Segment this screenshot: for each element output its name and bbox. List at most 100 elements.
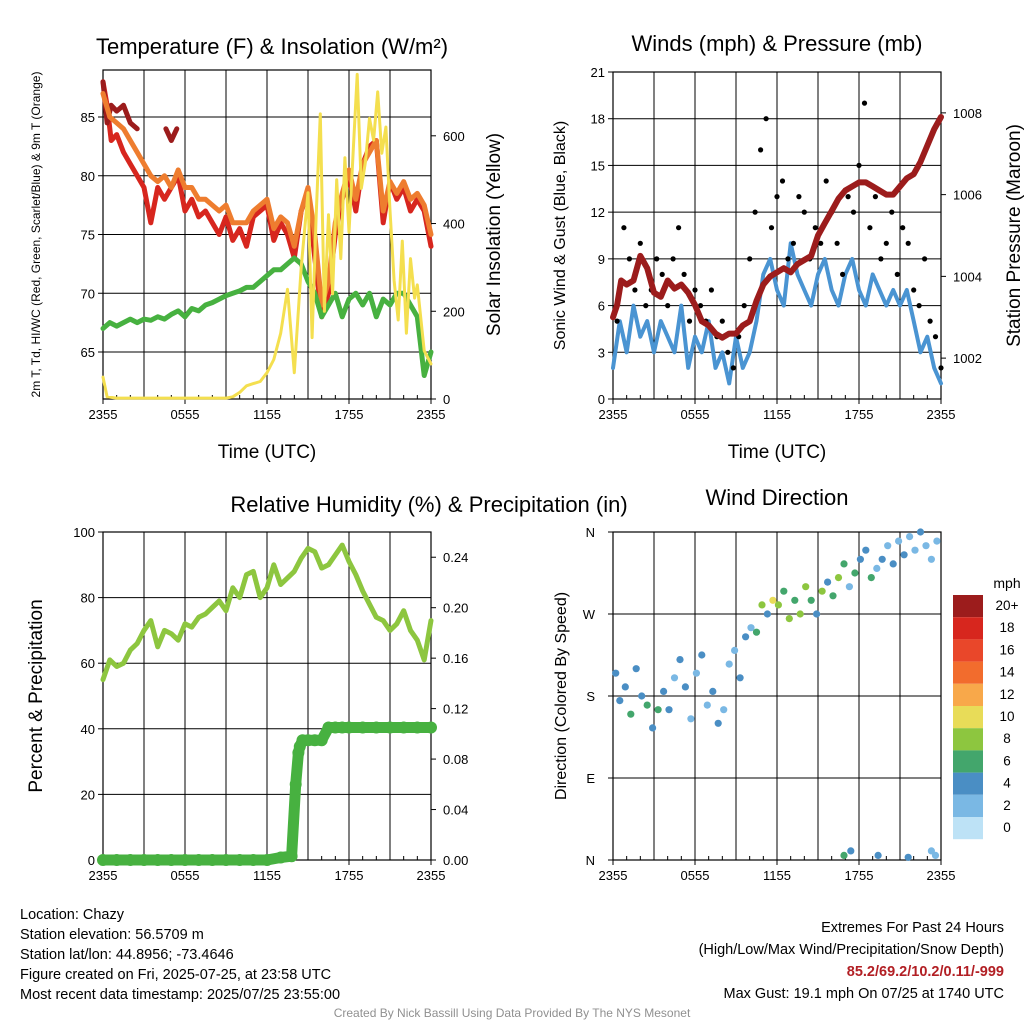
y-tick-label: 40 (81, 722, 95, 737)
legend-swatch (953, 772, 983, 795)
y-tick-label: 100 (73, 525, 95, 540)
y2-tick-label: 0.04 (443, 803, 468, 818)
extremes-subtitle: (High/Low/Max Wind/Precipitation/Snow De… (698, 942, 1004, 958)
direction-point (774, 601, 783, 609)
direction-point (904, 853, 912, 861)
series-line-td (100, 255, 434, 378)
series-precipitation-point (206, 854, 219, 866)
y2-tick-label: 0.00 (443, 853, 468, 868)
legend-label: 20+ (996, 598, 1019, 613)
y-tick-label: 6 (598, 299, 605, 314)
direction-point (714, 719, 722, 727)
series-station-pressure-line (610, 114, 944, 341)
direction-point (769, 596, 777, 604)
direction-point (758, 601, 766, 609)
extremes-info: Extremes For Past 24 Hours (High/Low/Max… (699, 918, 1004, 1006)
y-tick-label: N (586, 853, 595, 868)
series-gust-point (856, 162, 862, 168)
series-gust-point (763, 116, 769, 122)
series-gust-point (900, 225, 906, 231)
y-tick-label: 60 (81, 656, 95, 671)
y-tick-label: 9 (598, 252, 605, 267)
y-tick-label: S (586, 689, 595, 704)
direction-point (621, 683, 629, 691)
legend-label: 2 (1003, 798, 1011, 813)
series-precipitation-point (247, 854, 260, 866)
direction-point (922, 542, 930, 550)
x-tick-label: 1155 (763, 868, 791, 883)
series-precipitation-point (274, 851, 287, 864)
direction-point (747, 624, 755, 632)
y2-tick-label: 0 (443, 392, 450, 407)
y-tick-label: 0 (598, 392, 605, 407)
legend-title: mph (993, 575, 1020, 591)
series-gust-point (758, 147, 764, 153)
direction-point (847, 847, 855, 855)
x-tick-label: 0555 (171, 868, 200, 883)
series-precipitation-point (356, 721, 369, 734)
direction-point (612, 669, 620, 677)
series-gust-point (774, 194, 780, 200)
direction-point (862, 546, 870, 554)
legend-label: 16 (999, 642, 1014, 657)
series-gust-point (768, 225, 775, 231)
y-tick-label: 70 (81, 286, 95, 301)
x-tick-label: 2355 (417, 407, 446, 422)
direction-point (796, 610, 804, 618)
series-gust-point (681, 271, 687, 277)
series-gust-point (812, 225, 818, 231)
y-tick-label: 85 (81, 110, 95, 125)
direction-point (931, 851, 940, 860)
direction-point (736, 674, 744, 682)
direction-point (807, 596, 815, 604)
direction-point (851, 569, 859, 577)
y-tick-label: 75 (81, 228, 95, 243)
series-precipitation-point (151, 854, 164, 866)
direction-point (840, 851, 848, 860)
series-gust-point (867, 225, 873, 231)
direction-point (895, 537, 903, 545)
direction-point (818, 587, 826, 595)
x-tick-label: 1755 (335, 868, 364, 883)
direction-point (916, 528, 925, 536)
direction-point (632, 665, 640, 673)
latlon-label: Station lat/lon: 44.8956; -73.4646 (20, 947, 234, 963)
direction-point (681, 683, 690, 691)
direction-point (824, 578, 832, 586)
series-line-9m-t (100, 91, 434, 308)
x-tick-label: 2355 (89, 868, 118, 883)
y-tick-label: 15 (591, 158, 605, 173)
direction-point (791, 596, 799, 604)
y-tick-label: 80 (81, 591, 95, 606)
legend-swatch (953, 617, 983, 640)
legend-swatch (953, 794, 983, 817)
chart-title-winds: Winds (mph) & Pressure (mb) (632, 31, 923, 56)
y2-tick-label: 0.16 (443, 651, 468, 666)
y-tick-label: 80 (81, 169, 95, 184)
direction-point (873, 564, 881, 573)
series-line-hi-wc-segment (163, 126, 180, 143)
series-sonic-wind-line (611, 241, 943, 386)
direction-point (742, 633, 750, 641)
direction-point (665, 706, 673, 714)
series-gust-point (938, 365, 944, 371)
series-gust-point (932, 334, 939, 340)
x-tick-label: 2355 (927, 868, 956, 883)
direction-point (698, 651, 706, 659)
x-tick-label: 2355 (599, 868, 628, 883)
series-precipitation-point (285, 850, 298, 863)
extremes-values: 85.2/69.2/10.2/0.11/-999 (846, 964, 1004, 980)
direction-point (709, 687, 717, 696)
legend-swatch (953, 750, 983, 773)
series-gust-point (922, 256, 928, 262)
direction-point (731, 646, 739, 655)
direction-point (692, 669, 701, 677)
y-tick-label: 21 (591, 65, 605, 80)
series-precipitation-point (425, 721, 437, 734)
series-gust-point (818, 240, 824, 246)
direction-point (867, 574, 875, 582)
series-gust-point (850, 209, 857, 215)
x-tick-label: 1155 (763, 407, 791, 422)
x-tick-label: 2355 (927, 407, 956, 422)
series-gust-point (659, 271, 665, 277)
